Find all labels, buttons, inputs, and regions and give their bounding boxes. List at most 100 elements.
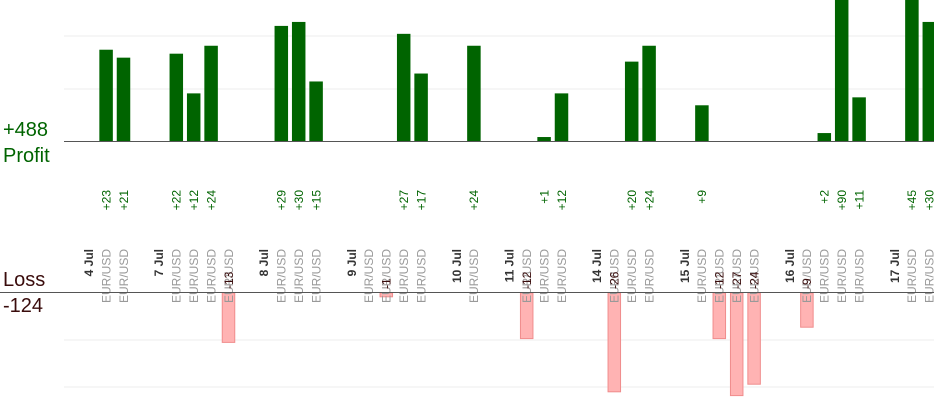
profit-label: Profit: [3, 145, 50, 167]
symbol-label: EUR/USD: [642, 249, 656, 303]
profit-bar: [537, 137, 551, 141]
symbol-label: EUR/USD: [835, 249, 849, 303]
date-label: 7 Jul: [152, 249, 166, 276]
profit-value-label: +45: [905, 190, 919, 211]
profit-value-label: +20: [625, 190, 639, 211]
profit-bar: [291, 21, 306, 141]
profit-bar: [834, 0, 849, 141]
profit-bar: [116, 57, 131, 141]
loss-value-label: -9: [800, 278, 814, 289]
loss-value-label: -13: [222, 271, 236, 289]
profit-bar: [169, 53, 184, 141]
loss-value-label: -26: [608, 271, 622, 289]
symbol-label: EUR/USD: [695, 249, 709, 303]
loss-value-label: -27: [730, 271, 744, 289]
profit-value-label: +27: [397, 190, 411, 211]
symbol-label: EUR/USD: [275, 249, 289, 303]
symbol-label: EUR/USD: [537, 249, 551, 303]
date-label: 8 Jul: [257, 249, 271, 276]
symbol-label: EUR/USD: [747, 249, 761, 303]
loss-value-label: -12: [713, 271, 727, 289]
symbol-label: EUR/USD: [467, 249, 481, 303]
profit-bar: [817, 133, 832, 141]
profit-bar: [396, 33, 411, 141]
profit-bar: [309, 81, 323, 141]
loss-value-label: -1: [380, 278, 394, 289]
profit-value-label: +24: [204, 190, 218, 211]
date-label: 17 Jul: [888, 249, 902, 283]
symbol-label: EUR/USD: [818, 249, 832, 303]
profit-value-label: +15: [309, 190, 323, 211]
profit-bar: [204, 45, 218, 141]
profit-bar: [852, 97, 866, 141]
profit-value-label: +24: [467, 190, 481, 211]
profit-value-label: +30: [923, 190, 934, 211]
symbol-label: EUR/USD: [292, 249, 306, 303]
profit-value-label: +12: [187, 190, 201, 211]
profit-value-label: +17: [414, 190, 428, 211]
loss-value-label: -24: [747, 271, 761, 289]
profit-value-label: +22: [170, 190, 184, 211]
profit-bar: [695, 105, 709, 141]
date-label: 14 Jul: [590, 249, 604, 283]
profit-bar: [467, 45, 481, 141]
profit-value-label: +23: [99, 190, 113, 211]
symbol-label: EUR/USD: [800, 249, 814, 303]
symbol-label: EUR/USD: [362, 249, 376, 303]
date-label: 4 Jul: [82, 249, 96, 276]
symbol-label: EUR/USD: [555, 249, 569, 303]
profit-value-label: +12: [555, 190, 569, 211]
bars: [99, 0, 934, 397]
profit-bar: [905, 0, 919, 141]
profit-bar: [642, 45, 656, 141]
loss-label: Loss: [3, 269, 46, 291]
profit-value-label: +9: [695, 190, 709, 204]
profit-value-label: +21: [117, 190, 131, 211]
profit-value-label: +29: [275, 190, 289, 211]
symbol-label: EUR/USD: [309, 249, 323, 303]
date-label: 16 Jul: [783, 249, 797, 283]
symbol-label: EUR/USD: [397, 249, 411, 303]
profit-value-label: +1: [537, 190, 551, 204]
loss-bar: [729, 292, 744, 397]
symbol-label: EUR/USD: [852, 249, 866, 303]
profit-bar: [186, 93, 201, 141]
symbol-label: EUR/USD: [414, 249, 428, 303]
symbol-label: EUR/USD: [170, 249, 184, 303]
symbol-label: EUR/USD: [608, 249, 622, 303]
loss-value-label: -12: [520, 271, 534, 289]
symbol-label: EUR/USD: [713, 249, 727, 303]
loss-bar: [747, 292, 761, 385]
symbol-label: EUR/USD: [625, 249, 639, 303]
profit-bar: [922, 21, 934, 141]
profit-bar: [414, 73, 428, 141]
date-label: 11 Jul: [503, 249, 517, 282]
symbol-label: EUR/USD: [222, 249, 236, 303]
symbol-label: EUR/USD: [923, 249, 934, 303]
symbol-label: EUR/USD: [520, 249, 534, 303]
profit-value-label: +11: [852, 190, 866, 210]
grid-lines: [64, 35, 934, 388]
profit-value-label: +2: [818, 190, 832, 204]
loss-bar: [607, 292, 622, 393]
symbol-label: EUR/USD: [380, 249, 394, 303]
symbol-label: EUR/USD: [117, 249, 131, 303]
profit-bar: [99, 49, 113, 141]
symbol-label: EUR/USD: [730, 249, 744, 303]
profit-value-label: +30: [292, 190, 306, 211]
profit-value-label: +24: [642, 190, 656, 211]
profit-value-label: +90: [835, 190, 849, 211]
profit-total: +488: [3, 119, 49, 141]
profit-bar: [274, 25, 289, 141]
symbol-label: EUR/USD: [905, 249, 919, 303]
symbol-label: EUR/USD: [204, 249, 218, 303]
loss-total: -124: [3, 295, 44, 317]
date-label: 10 Jul: [450, 249, 464, 283]
symbol-label: EUR/USD: [187, 249, 201, 303]
date-label: 15 Jul: [678, 249, 692, 283]
profit-bar: [554, 93, 569, 141]
date-label: 9 Jul: [345, 249, 359, 276]
symbol-label: EUR/USD: [99, 249, 113, 303]
